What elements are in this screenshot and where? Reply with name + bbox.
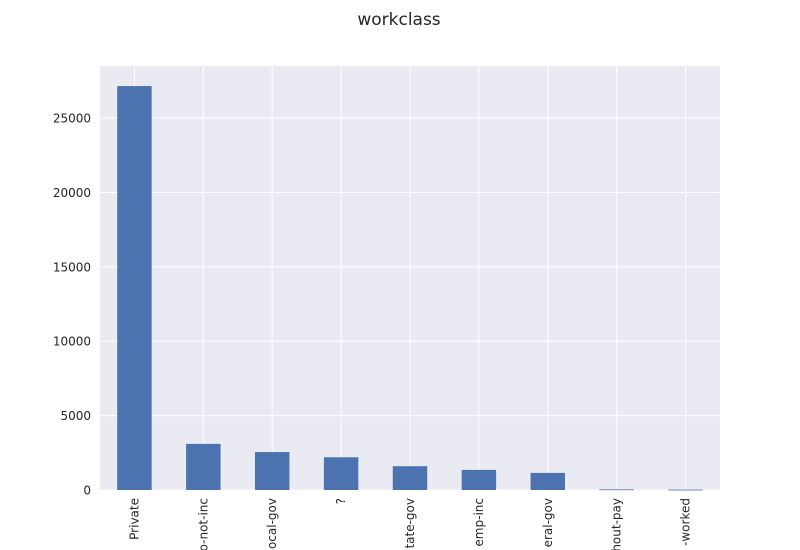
grid-lines — [100, 66, 720, 491]
bars — [117, 86, 703, 491]
x-tick-label: ? — [334, 498, 348, 504]
y-tick-label: 5000 — [60, 409, 91, 423]
bar — [668, 489, 703, 491]
x-tick-label: tate-gov — [403, 498, 417, 549]
bar — [323, 457, 359, 490]
chart-title: workclass — [357, 10, 440, 30]
x-tick-label: o-not-inc — [196, 498, 210, 550]
bar — [461, 469, 497, 490]
x-axis-ticks: Private o-not-inc ocal-gov? tate-gov emp-inc… — [127, 498, 692, 550]
bar — [186, 443, 221, 490]
bar — [599, 489, 634, 491]
y-axis-ticks: 0 5000 10000 15000 20000 25000 — [53, 112, 91, 498]
y-tick-label: 15000 — [53, 260, 91, 274]
bar — [530, 472, 565, 490]
y-tick-label: 25000 — [53, 112, 91, 126]
x-tick-label: hout-pay — [610, 498, 624, 550]
x-tick-label: -worked — [679, 498, 693, 546]
bar — [255, 452, 290, 490]
y-tick-label: 0 — [83, 484, 91, 498]
x-tick-label: ocal-gov — [265, 498, 279, 549]
x-tick-label: emp-inc — [472, 498, 486, 547]
x-tick-label: eral-gov — [541, 498, 555, 547]
y-tick-label: 20000 — [53, 186, 91, 200]
bar — [392, 466, 428, 490]
x-tick-label: Private — [127, 498, 141, 540]
bar — [117, 86, 152, 490]
y-tick-label: 10000 — [53, 335, 91, 349]
